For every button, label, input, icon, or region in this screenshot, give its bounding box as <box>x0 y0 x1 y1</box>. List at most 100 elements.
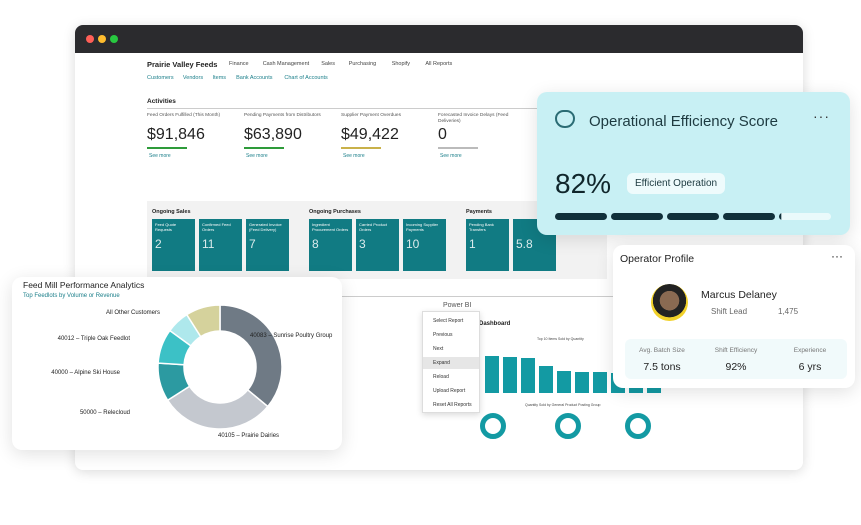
tile: Carried Product Orders 3 <box>356 219 399 271</box>
menu-item: Cash Management <box>262 61 310 67</box>
operator-loads: 1,475 <box>778 307 799 316</box>
tile-value: 7 <box>249 237 256 251</box>
operator-card: Operator Profile ··· Marcus Delaney Shift L… <box>613 245 855 388</box>
donut-chart: 40083 – Sunrise Poultry Group 40105 – Pra… <box>51 304 333 439</box>
menu-option[interactable]: Upload Report <box>433 388 466 394</box>
kpi-value: $49,422 <box>341 126 399 143</box>
kpi-label: Pending Payments from Distributors <box>244 113 321 118</box>
donut-slice <box>219 304 283 408</box>
report-ring <box>480 413 506 439</box>
progress-track <box>779 213 831 220</box>
kpi-underline <box>438 147 478 149</box>
tile: Ingredient Procurement Orders 8 <box>309 219 352 271</box>
operator-name: Marcus Delaney <box>701 289 777 301</box>
kpi-link: See more <box>246 153 268 159</box>
title-bar <box>75 25 803 53</box>
menu-option[interactable]: Reload <box>433 374 449 380</box>
slice-label: 40105 – Prairie Dairies <box>218 433 279 439</box>
kpi-underline <box>341 147 381 149</box>
kpi-link: See more <box>149 153 171 159</box>
nav-link: Vendors <box>182 75 204 81</box>
efficiency-card: Operational Efficiency Score ··· 82% Effici… <box>537 92 850 235</box>
stat-value: 6 yrs <box>798 361 822 373</box>
stat-label: Experience <box>793 347 827 354</box>
progress-segment <box>723 213 775 220</box>
card-title: Operator Profile <box>620 253 695 265</box>
kpi-value: $63,890 <box>244 126 302 143</box>
chart-subtitle: Quantity Sold by General Product Posting… <box>525 403 601 407</box>
more-menu: ··· <box>831 249 843 263</box>
menu-option[interactable]: Next <box>433 346 444 352</box>
nav-link: Chart of Accounts <box>284 75 328 81</box>
slice-label: 40012 – Triple Oak Feedlot <box>58 336 131 342</box>
progress-segment <box>779 213 782 220</box>
card-title: Operational Efficiency Score <box>589 113 778 130</box>
tile-label: Feed Quote Requests <box>155 222 177 232</box>
tile: Generated Invoice (Feed Delivery) 7 <box>246 219 289 271</box>
chart-title: Top 10 Items Sold by Quantity <box>537 337 584 341</box>
kpi-label: Supplier Payment Overdues <box>341 113 401 118</box>
context-menu: Select Report Previous Next Expand Reload Upl… <box>422 311 480 413</box>
stat-value: 7.5 tons <box>643 361 681 373</box>
app-title: Prairie Valley Feeds <box>147 60 218 69</box>
menu-item: Sales <box>321 61 335 67</box>
report-bar <box>485 355 499 393</box>
progress-segment <box>611 213 663 220</box>
avatar <box>651 284 688 321</box>
nav-link: Bank Accounts <box>236 75 273 81</box>
tile-value: 10 <box>406 237 420 251</box>
report-bar <box>503 357 517 393</box>
status-badge: Efficient Operation <box>627 173 726 194</box>
report-bar <box>557 370 571 393</box>
progress-segment <box>667 213 719 220</box>
divider <box>147 108 707 109</box>
dashboard-title: Dashboard <box>479 321 511 327</box>
tile-group-title: Ongoing Sales <box>152 209 191 215</box>
tile-label: Confirmed Feed Orders <box>202 222 231 232</box>
kpi-label: Feed Orders Fulfilled (This Month) <box>147 113 221 118</box>
kpi-underline <box>147 147 187 149</box>
kpi-link: See more <box>343 153 365 159</box>
kpi-value: 0 <box>438 126 447 143</box>
menu-option[interactable]: Reset All Reports <box>433 402 472 408</box>
nav-link: Customers <box>147 75 174 81</box>
progress-fill <box>555 213 782 220</box>
menu-option[interactable]: Expand <box>423 357 479 369</box>
menu-item: All Reports <box>425 61 453 67</box>
tile: Pending Bank Transfers 1 <box>466 219 509 271</box>
minimize-dot[interactable] <box>98 35 106 43</box>
tile-value: 3 <box>359 237 366 251</box>
tile-group-title: Payments <box>466 209 492 215</box>
tile: Feed Quote Requests 2 <box>152 219 195 271</box>
stat-value: 92% <box>725 361 747 373</box>
menu-option[interactable]: Previous <box>433 332 453 338</box>
tile-value: 1 <box>469 237 476 251</box>
kpi-underline <box>244 147 284 149</box>
close-dot[interactable] <box>86 35 94 43</box>
slice-label: All Other Customers <box>106 310 160 316</box>
divider <box>147 296 707 297</box>
report-ring <box>625 413 651 439</box>
tile-value: 8 <box>312 237 319 251</box>
nav-link: Items <box>212 75 227 81</box>
kpi-label: Forecasted Invoice Delays (Feed Deliveri… <box>438 113 509 124</box>
tile: Incoming Supplier Payments 10 <box>403 219 446 271</box>
progress-segment <box>555 213 607 220</box>
tile-label: Ingredient Procurement Orders <box>312 222 349 232</box>
stat-label: Avg. Batch Size <box>639 347 685 354</box>
menu-item: Finance <box>229 61 249 67</box>
operator-role: Shift Lead <box>711 307 748 316</box>
report-selector: Power BI <box>443 302 472 309</box>
menu-option[interactable]: Select Report <box>433 318 464 324</box>
heart-icon <box>555 110 575 128</box>
tile: Confirmed Feed Orders 11 <box>199 219 242 271</box>
tile-label: Incoming Supplier Payments <box>406 222 439 232</box>
score-value: 82% <box>555 168 612 199</box>
tile-value: 11 <box>202 237 215 251</box>
tile-label: Pending Bank Transfers <box>469 222 494 232</box>
menu-item: Shopify <box>391 61 411 67</box>
tile-value: 2 <box>155 237 162 251</box>
zoom-dot[interactable] <box>110 35 118 43</box>
report-bar <box>593 372 607 393</box>
